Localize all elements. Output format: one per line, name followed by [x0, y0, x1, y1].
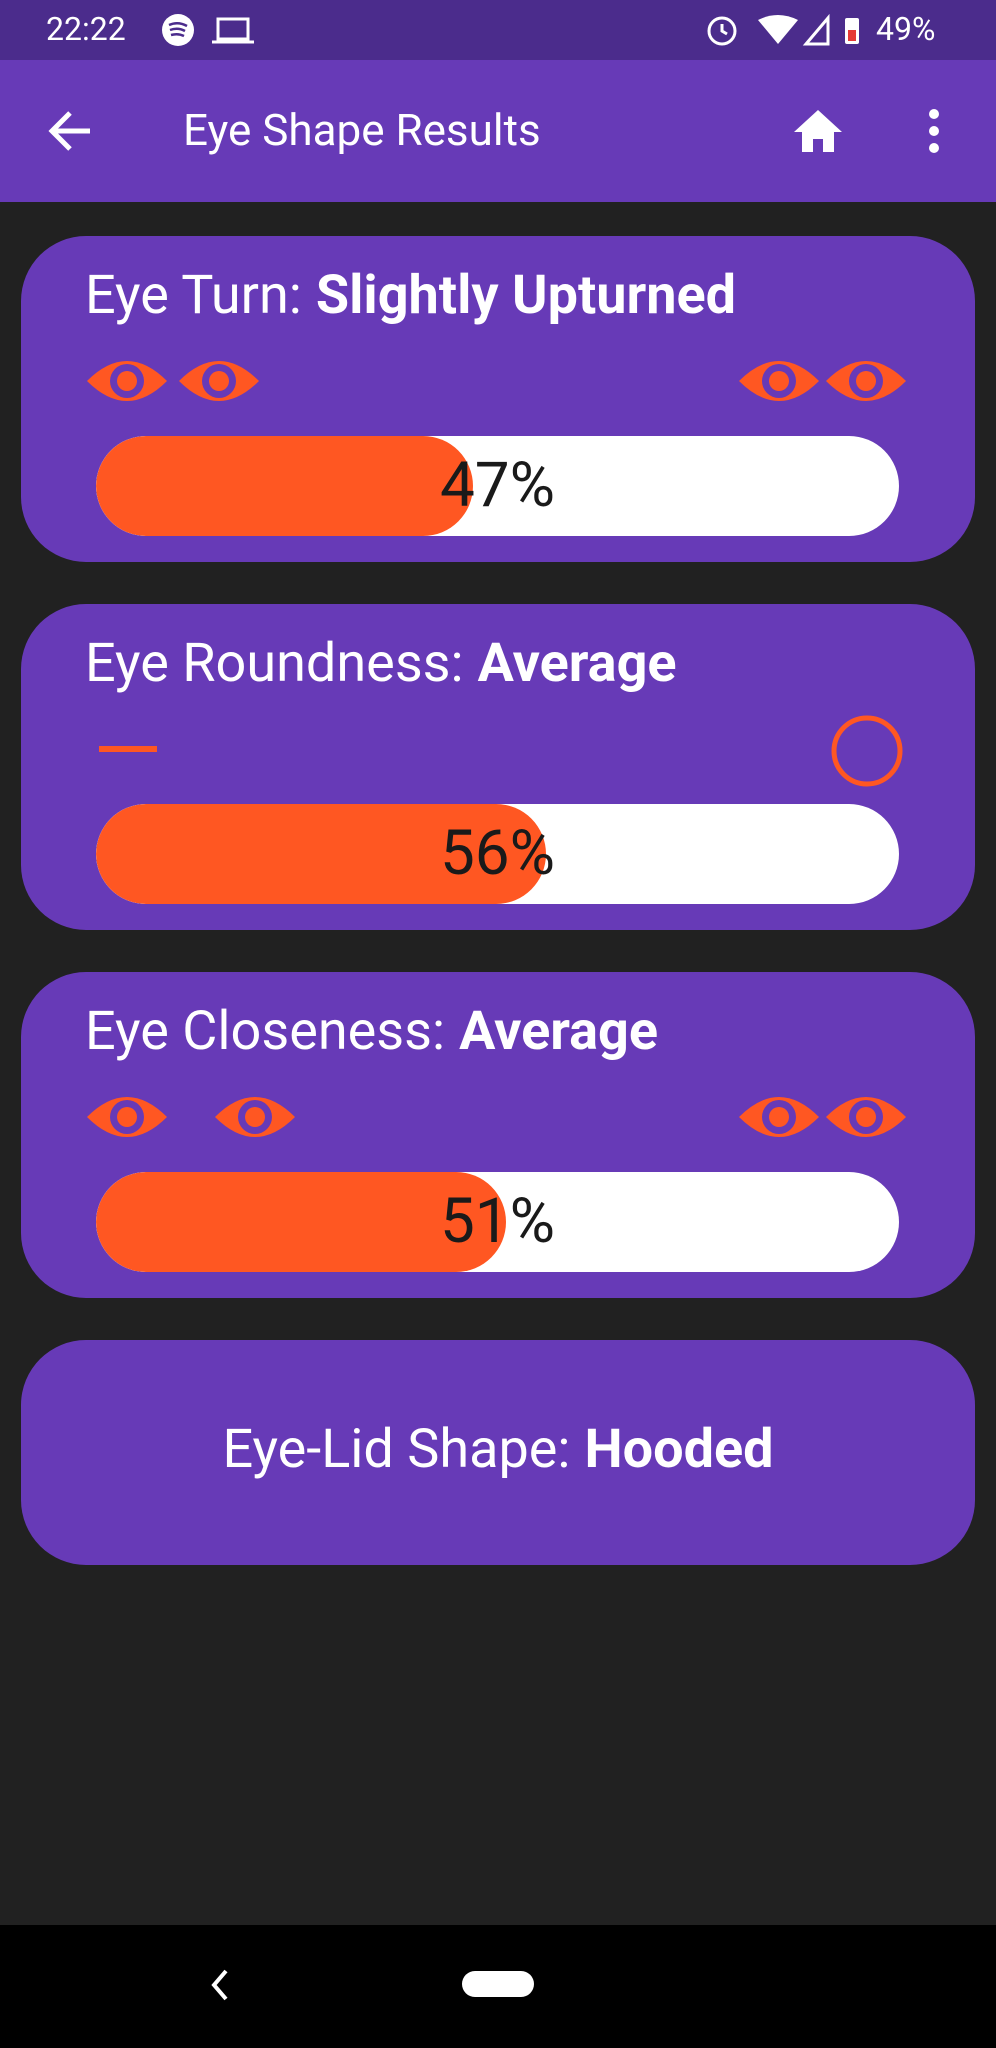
time: 22:22	[46, 10, 126, 48]
scale-icons	[87, 361, 906, 401]
card-label: Eye Closeness:	[85, 1000, 446, 1063]
progress-label: 56%	[439, 817, 556, 890]
result-card: Eye Turn: Slightly Upturned 47%	[21, 236, 975, 562]
result-card: Eye Closeness: Average 51%	[21, 972, 975, 1298]
nav-home[interactable]	[462, 1971, 534, 1997]
back-button[interactable]	[48, 110, 94, 152]
progress-bar: 56%	[96, 804, 899, 904]
card-label: Eye Turn:	[85, 264, 302, 327]
progress-bar: 47%	[96, 436, 899, 536]
home-button[interactable]	[792, 108, 844, 154]
scale-icons	[87, 1097, 906, 1137]
card-value: Average	[477, 632, 677, 695]
app-title: Eye Shape Results	[183, 104, 541, 156]
result-card: Eye-Lid Shape: Hooded	[21, 1340, 975, 1565]
status-icons-left	[162, 14, 254, 46]
card-title: Eye Roundness: Average	[85, 632, 677, 695]
menu-button[interactable]	[920, 108, 948, 154]
progress-fill	[96, 804, 546, 904]
card-title: Eye Closeness: Average	[85, 1000, 658, 1063]
progress-fill	[96, 436, 474, 536]
status-icons-right	[707, 13, 859, 46]
status-bar: 22:22 49%	[0, 0, 996, 60]
card-title: Eye Turn: Slightly Upturned	[85, 264, 736, 327]
app-bar: Eye Shape Results	[0, 60, 996, 202]
progress-label: 51%	[439, 1185, 556, 1258]
card-label: Eye Roundness:	[85, 632, 464, 695]
nav-back[interactable]	[208, 1965, 234, 2005]
card-value: Average	[459, 1000, 659, 1063]
nav-bar	[0, 1925, 996, 2048]
progress-bar: 51%	[96, 1172, 899, 1272]
card-value: Hooded	[584, 1418, 774, 1481]
card-value: Slightly Upturned	[315, 264, 737, 327]
progress-label: 47%	[439, 449, 556, 522]
result-card: Eye Roundness: Average 56%	[21, 604, 975, 930]
battery-level: 49%	[876, 10, 936, 48]
card-label: Eye-Lid Shape:	[222, 1418, 571, 1481]
progress-fill	[96, 1172, 506, 1272]
card-title: Eye-Lid Shape: Hooded	[21, 1418, 975, 1481]
scale-icons	[99, 715, 903, 787]
